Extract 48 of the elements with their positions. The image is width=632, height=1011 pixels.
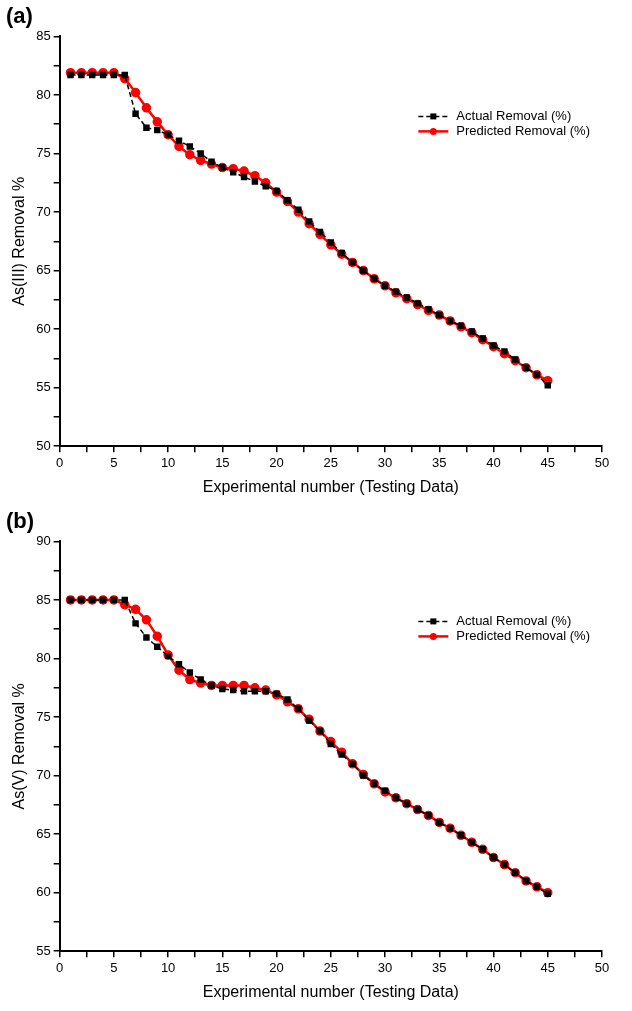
y-tick-label: 55 — [36, 379, 51, 395]
y-tick-label: 85 — [36, 27, 51, 43]
legend-label: Predicted Removal (%) — [456, 627, 590, 643]
x-tick-label: 0 — [56, 454, 64, 470]
x-tick-label: 10 — [160, 959, 176, 975]
chart-title: (a) — [6, 3, 33, 29]
y-tick-label: 90 — [36, 532, 51, 548]
x-tick-label: 40 — [486, 454, 501, 470]
x-tick-label: 0 — [56, 959, 64, 975]
y-tick-label: 60 — [36, 320, 51, 336]
x-tick-label: 35 — [432, 454, 447, 470]
legend-label: Actual Removal (%) — [456, 107, 572, 123]
legend-label: Predicted Removal (%) — [456, 122, 590, 138]
y-tick-label: 75 — [36, 145, 51, 161]
y-tick-label: 55 — [36, 942, 51, 958]
x-tick-label: 25 — [323, 959, 339, 975]
x-tick-label: 45 — [540, 959, 555, 975]
y-tick-label: 80 — [36, 650, 51, 666]
x-tick-label: 30 — [377, 959, 393, 975]
y-axis-title: As(V) Removal % — [10, 683, 28, 810]
y-tick-label: 50 — [36, 437, 51, 453]
x-tick-label: 35 — [432, 959, 447, 975]
y-tick-label: 80 — [36, 86, 51, 102]
x-tick-label: 45 — [540, 454, 555, 470]
y-tick-label: 60 — [36, 884, 51, 900]
y-tick-label: 70 — [36, 767, 51, 783]
x-tick-label: 50 — [594, 454, 610, 470]
y-tick-label: 65 — [36, 262, 51, 278]
x-tick-label: 20 — [269, 959, 284, 975]
y-axis-title: As(III) Removal % — [10, 176, 28, 306]
chart-title: (b) — [6, 508, 35, 534]
x-axis-title: Experimental number (Testing Data) — [202, 982, 459, 1000]
x-tick-label: 15 — [215, 454, 230, 470]
y-tick-label: 75 — [36, 708, 51, 724]
legend-label: Actual Removal (%) — [456, 612, 572, 628]
x-tick-label: 30 — [377, 454, 393, 470]
x-tick-label: 20 — [269, 454, 284, 470]
y-tick-label: 85 — [36, 591, 51, 607]
x-tick-label: 25 — [323, 454, 339, 470]
x-tick-label: 5 — [110, 959, 118, 975]
x-tick-label: 50 — [594, 959, 610, 975]
x-tick-label: 5 — [110, 454, 118, 470]
x-tick-label: 40 — [486, 959, 501, 975]
x-tick-label: 15 — [215, 959, 230, 975]
x-tick-label: 10 — [160, 454, 176, 470]
y-tick-label: 70 — [36, 203, 51, 219]
x-axis-title: Experimental number (Testing Data) — [202, 477, 459, 495]
y-tick-label: 65 — [36, 825, 51, 841]
